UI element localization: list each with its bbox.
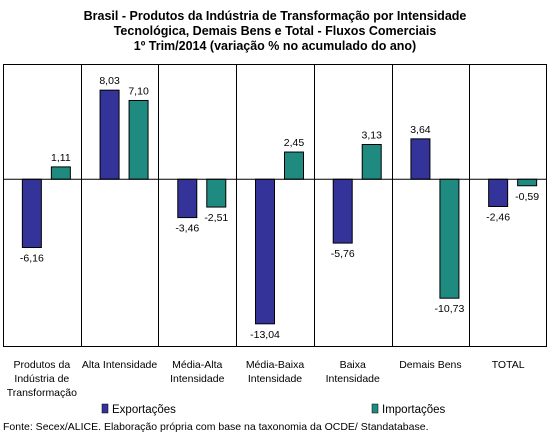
bar xyxy=(488,178,509,207)
chart-title: Brasil - Produtos da Indústria de Transf… xyxy=(0,9,550,54)
category-label: TOTAL xyxy=(492,359,525,371)
data-label: 8,03 xyxy=(99,75,120,87)
data-label: -10,73 xyxy=(435,303,465,315)
bar-chart: -6,16 8,03 -3,46 -13,04 -5,76 3,64 -2,46 1,11 7,… xyxy=(3,64,547,416)
data-label: 2,45 xyxy=(284,137,305,149)
bar xyxy=(439,178,460,299)
chart-title-line-2: Tecnológica, Demais Bens e Total - Fluxo… xyxy=(113,24,437,38)
bar xyxy=(177,178,198,219)
data-label: -0,59 xyxy=(515,191,539,203)
bar xyxy=(128,99,149,180)
legend-swatch xyxy=(371,403,379,414)
data-label: 3,13 xyxy=(361,130,382,142)
data-label: -5,76 xyxy=(331,248,355,260)
chart-title-line-1: Brasil - Produtos da Indústria de Transf… xyxy=(83,9,467,23)
bar xyxy=(517,178,538,187)
legend-swatch xyxy=(101,403,109,414)
chart-title-line-3: 1º Trim/2014 (variação % no acumulado do… xyxy=(133,39,417,53)
bar xyxy=(99,89,120,180)
data-label: 1,11 xyxy=(51,152,71,164)
bar xyxy=(21,178,42,249)
legend-label: Exportações xyxy=(112,404,176,416)
data-label: 7,10 xyxy=(128,85,149,97)
data-label: -2,51 xyxy=(204,212,228,224)
category-label: Média-Baixa xyxy=(246,359,305,371)
bar xyxy=(361,144,382,180)
data-label: 3,64 xyxy=(410,124,431,136)
category-label: Intensidade xyxy=(326,373,380,385)
bar xyxy=(410,138,431,180)
bar xyxy=(206,178,227,208)
category-label: Alta Intensidade xyxy=(82,359,157,371)
data-label: -6,16 xyxy=(20,253,44,265)
category-label: Produtos da xyxy=(14,359,71,371)
source-note: Fonte: Secex/ALICE. Elaboração própria c… xyxy=(3,421,429,433)
data-label: -13,04 xyxy=(250,329,280,341)
data-label: -2,46 xyxy=(486,211,510,223)
bar xyxy=(50,166,71,180)
bar xyxy=(255,178,275,325)
data-label: -3,46 xyxy=(175,223,199,235)
legend-label: Importações xyxy=(382,404,446,416)
category-label: Intensidade xyxy=(248,373,302,385)
category-label: Baixa xyxy=(340,359,366,371)
category-label: Intensidade xyxy=(170,373,224,385)
category-label: Indústria de xyxy=(14,373,69,385)
bar xyxy=(332,178,353,244)
category-label: Demais Bens xyxy=(399,359,461,371)
category-label: Média-Alta xyxy=(172,359,222,371)
bar xyxy=(284,151,304,180)
category-label: Transformação xyxy=(7,387,77,399)
